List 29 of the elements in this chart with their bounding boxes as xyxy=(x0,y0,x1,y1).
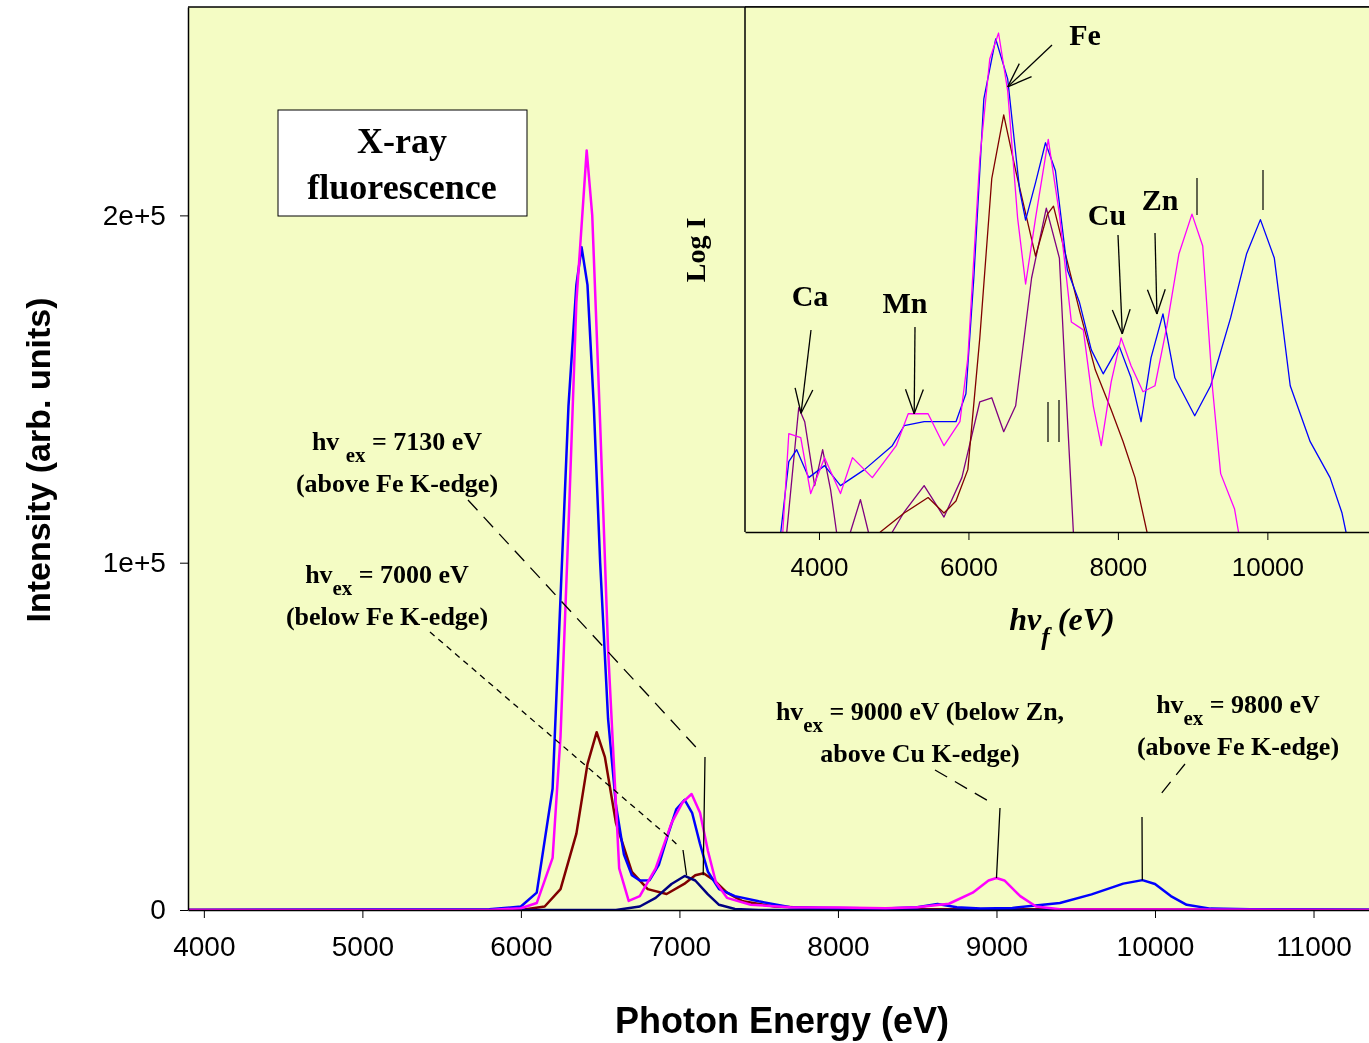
x-tick-label: 10000 xyxy=(1116,931,1195,962)
x-tick-label: 7000 xyxy=(648,931,712,962)
annotation: Mn xyxy=(882,286,928,319)
x-tick-label: 10000 xyxy=(1231,551,1305,582)
x-tick-label: 5000 xyxy=(331,931,395,962)
y-tick-label: 0 xyxy=(150,894,166,926)
y-axis-title: Log I xyxy=(680,217,711,283)
annotation: X-ray fluorescence xyxy=(307,121,497,207)
x-tick-label: 4000 xyxy=(173,931,236,962)
x-tick-label: 8000 xyxy=(807,931,870,962)
x-tick-label: 8000 xyxy=(1089,551,1148,582)
annotation: Fe xyxy=(1069,18,1101,51)
x-tick-label: 4000 xyxy=(790,551,849,582)
y-tick-label: 1e+5 xyxy=(102,547,166,579)
x-tick-label: 6000 xyxy=(490,931,553,962)
annotation: Cu xyxy=(1087,198,1127,231)
x-tick-label: 11000 xyxy=(1276,931,1352,962)
x-axis-title: Photon Energy (eV) xyxy=(614,1000,950,1041)
y-tick-label: 2e+5 xyxy=(102,199,166,231)
annotation: hv $_{ex}$ = 7130 eV (above Fe K-edge) xyxy=(295,427,499,498)
x-axis-title: hv$_{f}$ (eV) xyxy=(1009,601,1115,651)
annotation: hv$_{ex}$ = 7000 eV (below Fe K-edge) xyxy=(285,560,489,631)
annotation: hv$_{ex}$ = 9000 eV (below Zn, above Cu K-edge) xyxy=(775,697,1065,768)
x-tick-label: 9000 xyxy=(965,931,1029,962)
x-tick-label: 6000 xyxy=(940,551,998,582)
y-axis-title: Intensity (arb. units) xyxy=(19,297,57,623)
annotation: Zn xyxy=(1141,183,1179,216)
annotation: hv$_{ex}$ = 9800 eV (above Fe K-edge) xyxy=(1136,690,1340,761)
annotation: Ca xyxy=(791,279,829,312)
